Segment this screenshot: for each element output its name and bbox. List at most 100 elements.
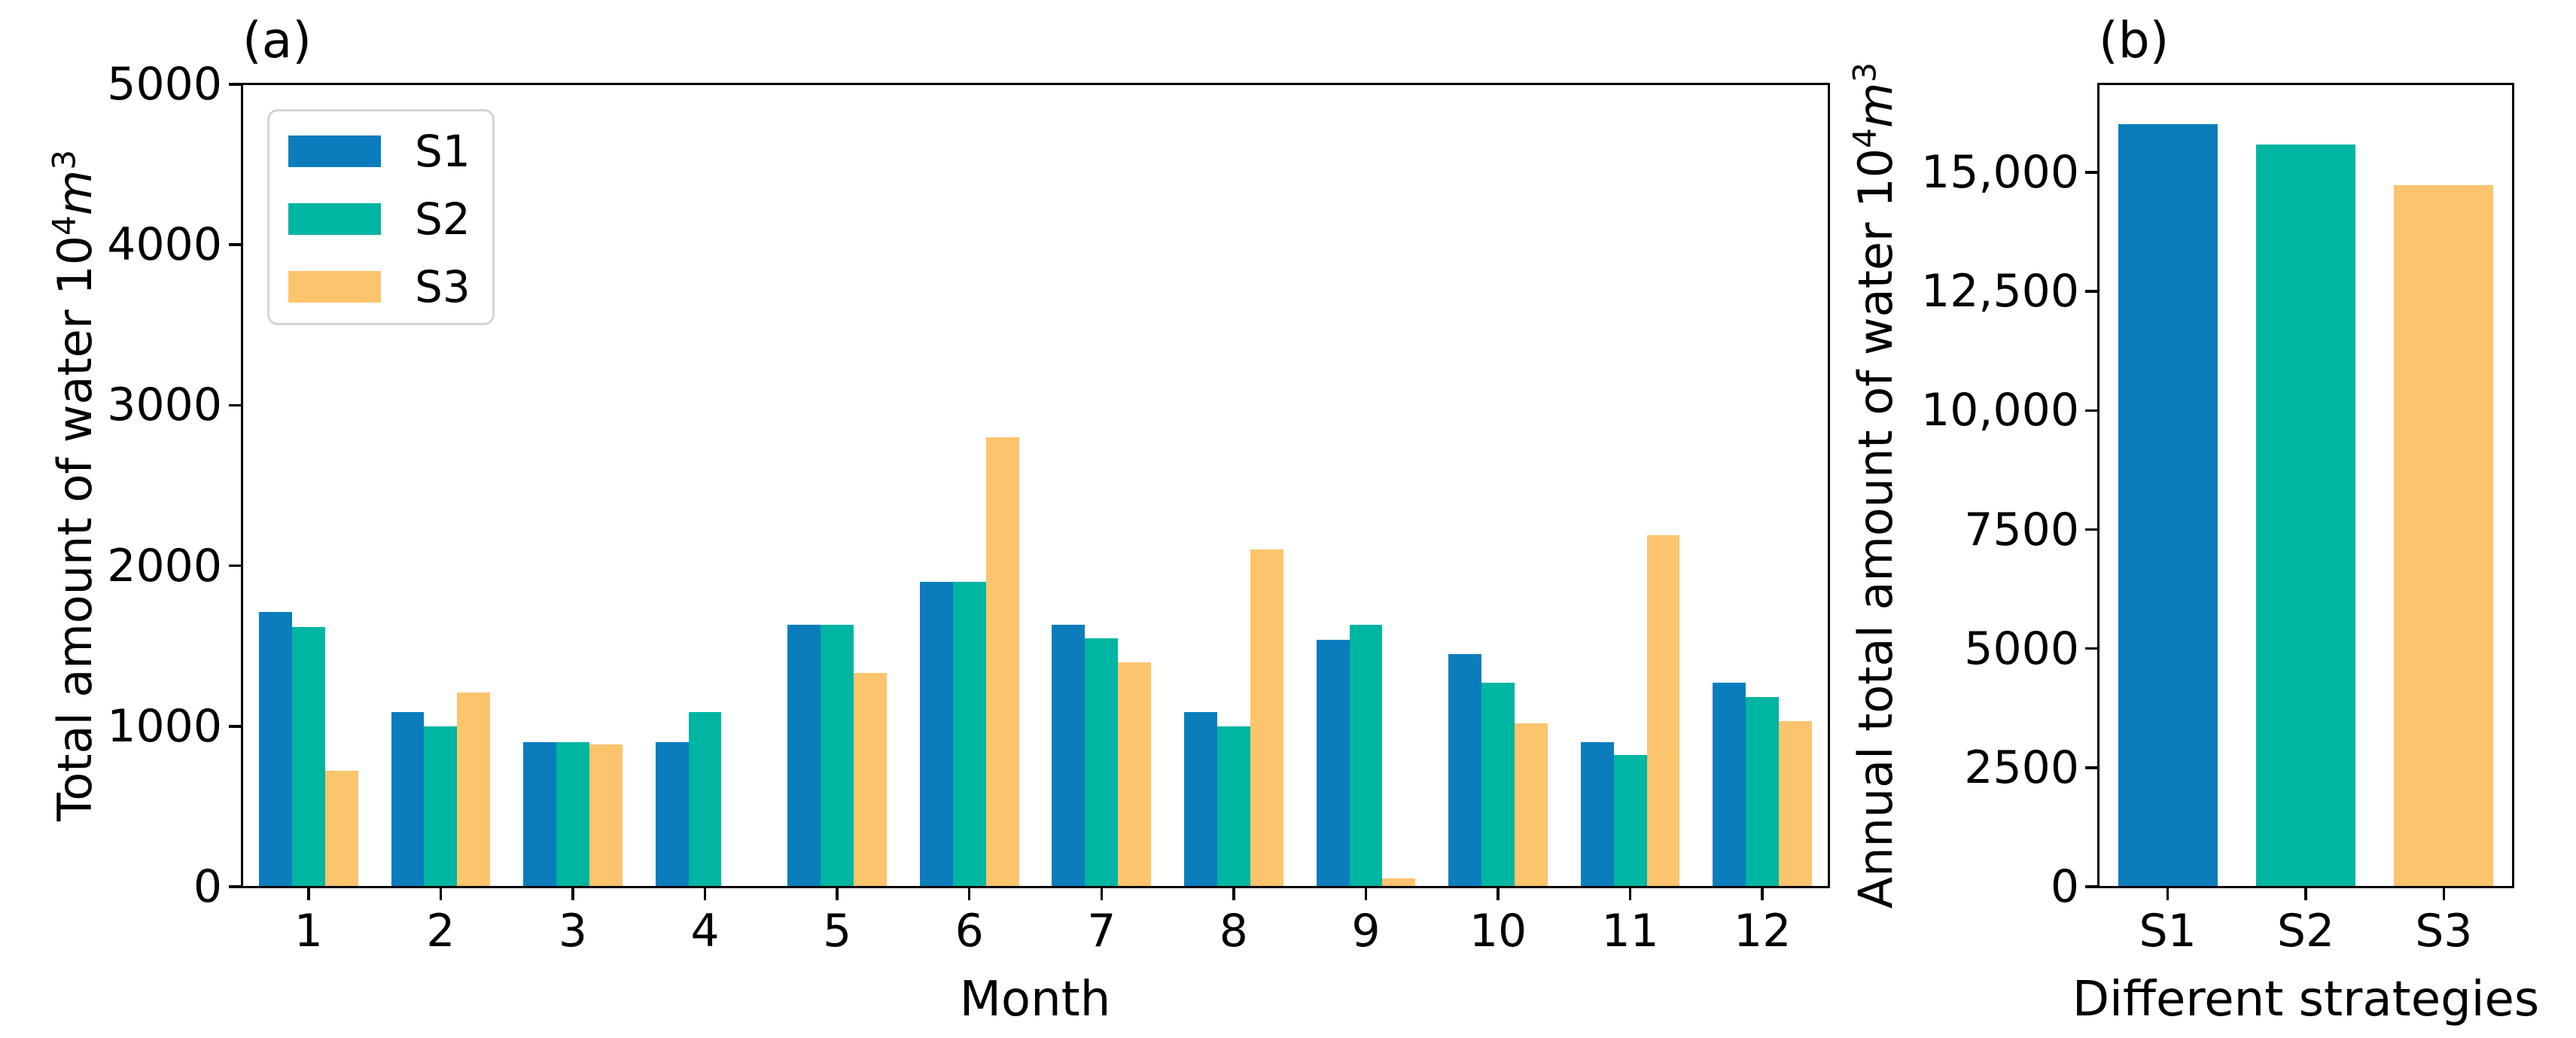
panel-a-x-tick [1100,887,1104,900]
panel-a-x-tick-label: 2 [426,905,455,957]
bar-s2-month-5 [821,625,854,887]
panel-a-x-tick [703,887,707,900]
bar-s1-month-11 [1580,742,1614,887]
bar-s1-month-9 [1316,639,1350,887]
bar-s3-month-1 [324,771,358,887]
bar-s1-month-10 [1448,653,1482,887]
panel-a-x-axis-label: Month [959,972,1111,1027]
panel-b-y-tick-label: 12,500 [1921,265,2079,318]
panel-a-x-tick-label: 3 [558,905,588,957]
panel-a-ylabel-unit: m [47,169,102,216]
panel-a-x-tick-label: 10 [1469,905,1527,957]
panel-a-y-tick-label: 0 [193,860,222,913]
panel-a-x-tick [836,887,839,900]
panel-a-x-tick [571,887,574,900]
bar-s3-month-8 [1250,549,1283,887]
bar-s2-month-2 [424,726,458,887]
bar-s1-month-12 [1713,683,1746,887]
bar-s2-month-6 [952,581,986,887]
panel-b-y-tick-label: 5000 [1964,622,2079,675]
panel-a-x-tick [307,887,310,900]
panel-b-x-tick-label: S2 [2276,905,2335,957]
panel-a-y-tick [229,243,242,246]
panel-a-ylabel-exp4: 4 [45,215,83,236]
panel-b-ylabel-exp3: 3 [1846,62,1883,83]
bar-s3-month-5 [854,673,887,887]
panel-a-x-tick-label: 12 [1734,905,1792,957]
panel-b-y-tick [2085,528,2099,531]
bar-s1-month-5 [787,625,821,887]
panel-a-y-tick-label: 5000 [107,58,222,111]
panel-b-x-tick [2442,887,2446,900]
panel-a-x-tick-label: 8 [1219,905,1248,957]
panel-a-y-tick-label: 2000 [107,539,222,592]
panel-b-y-tick [2085,766,2099,769]
panel-b-x-axis-label: Different strategies [2072,972,2540,1027]
bar-s3-month-9 [1382,878,1416,887]
panel-b-x-tick-label: S1 [2139,905,2197,957]
bar-s3-month-11 [1646,535,1680,887]
panel-a-y-tick [229,885,242,888]
panel-a-x-tick-label: 4 [690,905,720,957]
panel-a-y-tick-label: 3000 [107,379,222,432]
bar-s1-month-6 [919,581,953,887]
legend: S1 S2 S3 [267,109,495,325]
legend-swatch-s3 [288,271,381,303]
panel-b-y-tick [2085,647,2099,650]
panel-b-x-tick [2304,887,2307,900]
panel-b-title: (b) [2099,11,2170,69]
legend-label-s3: S3 [415,261,470,312]
panel-a-y-tick-label: 4000 [107,218,222,272]
panel-a-y-tick [229,725,242,728]
bar-s2-month-1 [291,626,325,887]
panel-a-x-tick [1497,887,1500,900]
panel-b-y-tick-label: 10,000 [1921,384,2079,437]
panel-a-x-tick [1628,887,1632,900]
panel-a-x-tick [1761,887,1764,900]
panel-a-y-tick-label: 1000 [107,699,222,753]
bar-s1-month-7 [1052,625,1086,887]
panel-a-x-tick-label: 1 [294,905,323,957]
panel-b-y-axis-label: Annual total amount of water 104m3 [1846,0,1906,975]
panel-a-x-tick-label: 6 [955,905,984,957]
bar-s1-month-2 [391,711,425,887]
legend-label-s2: S2 [415,193,470,245]
panel-a-x-tick-label: 11 [1601,905,1659,957]
panel-b-y-tick-label: 0 [2050,860,2079,913]
bar-s3-month-10 [1514,723,1548,887]
panel-b-y-tick [2085,885,2099,888]
bar-s2-month-7 [1085,638,1119,887]
bar-s1-month-1 [258,612,292,887]
legend-swatch-s1 [288,135,381,167]
panel-a-x-tick [967,887,971,900]
panel-b-y-tick-label: 15,000 [1921,146,2079,199]
legend-swatch-s2 [288,203,381,235]
bar-annual-s3 [2394,184,2494,887]
panel-b-y-tick [2085,171,2099,174]
bar-s2-month-8 [1216,726,1250,887]
panel-a-y-tick [229,564,242,568]
bar-s3-month-12 [1779,721,1813,887]
panel-b-y-tick [2085,290,2099,293]
panel-a-ylabel-exp3: 3 [45,149,83,170]
panel-b-y-tick-label: 7500 [1964,503,2079,556]
panel-a-y-tick [229,83,242,86]
panel-a-title: (a) [242,11,312,69]
bar-s3-month-6 [985,437,1019,887]
panel-a-y-axis-label: Total amount of water 104m3 [45,0,105,975]
bar-s3-month-3 [589,744,623,887]
panel-b-ylabel-unit: m [1848,82,1903,129]
bar-s2-month-3 [556,742,589,887]
panel-a-x-tick-label: 9 [1351,905,1381,957]
bar-s1-month-3 [523,742,556,887]
bar-s3-month-7 [1118,662,1152,887]
bar-s1-month-4 [655,742,689,887]
panel-b-x-tick [2166,887,2170,900]
bar-s2-month-4 [688,711,722,887]
panel-b-y-tick-label: 2500 [1964,741,2079,794]
panel-b-y-tick [2085,409,2099,412]
panel-b-ylabel-exp4: 4 [1846,128,1883,148]
bar-annual-s1 [2118,124,2218,887]
bar-s2-month-11 [1613,755,1647,887]
